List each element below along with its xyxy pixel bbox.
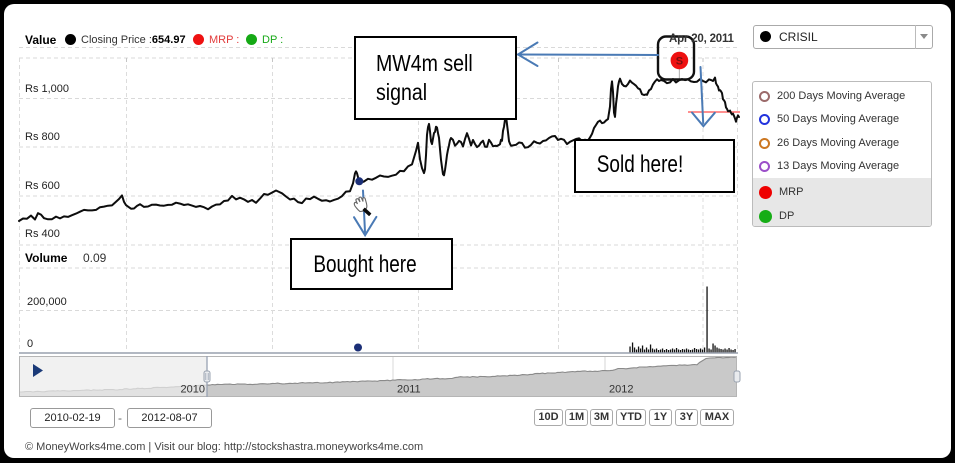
svg-text:2012: 2012 bbox=[609, 384, 633, 396]
svg-text:2011: 2011 bbox=[397, 384, 421, 396]
svg-text:2010: 2010 bbox=[181, 384, 205, 396]
svg-text:S: S bbox=[676, 56, 683, 68]
